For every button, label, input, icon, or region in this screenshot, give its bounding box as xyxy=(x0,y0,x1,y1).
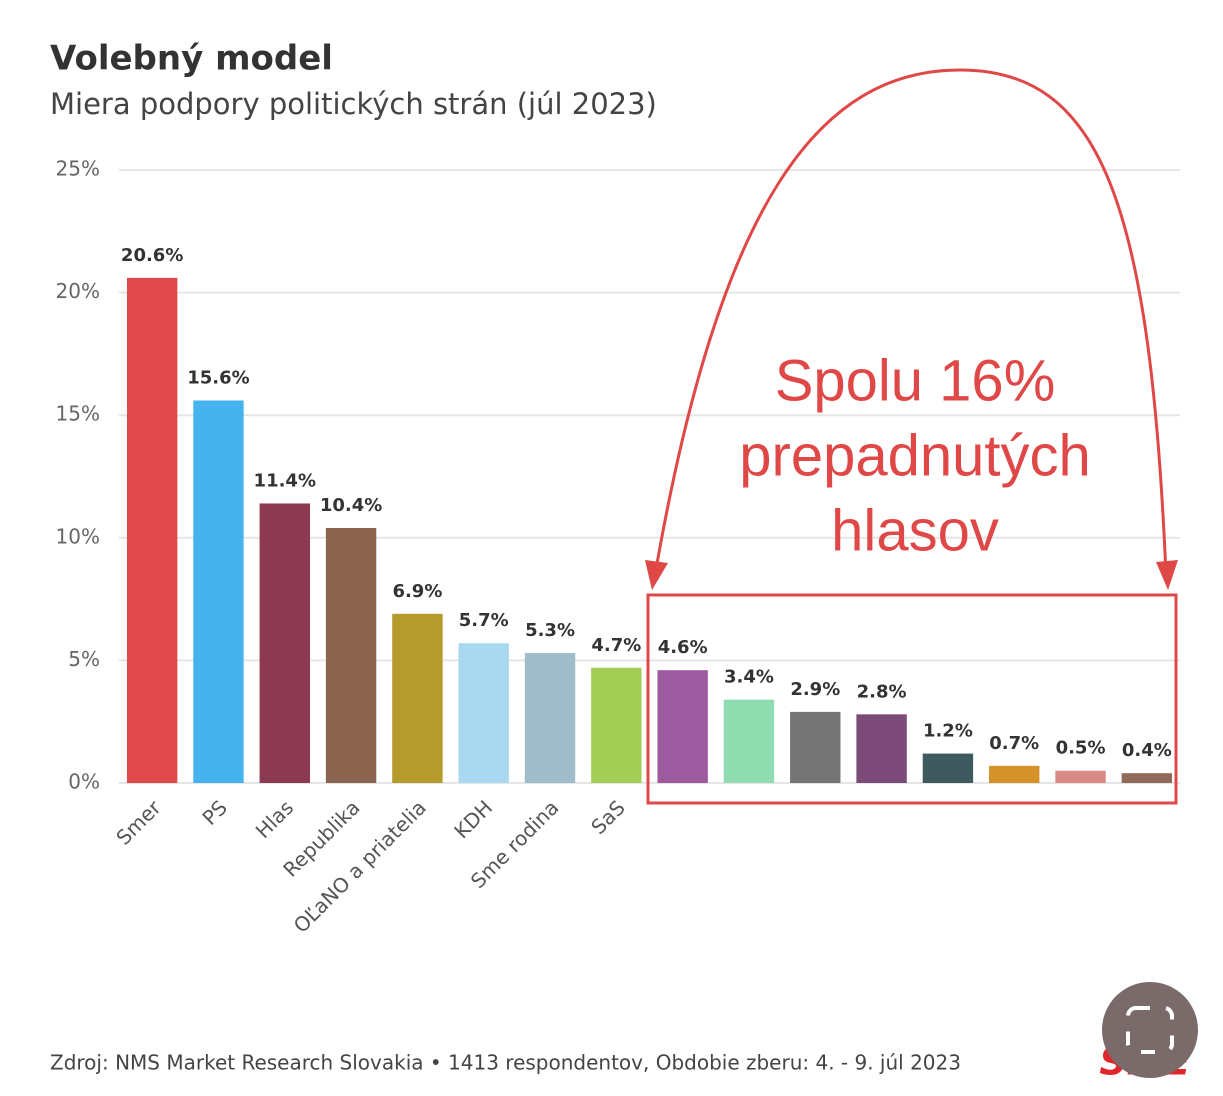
bar xyxy=(458,643,509,783)
y-tick-label: 15% xyxy=(56,402,100,426)
chart-subtitle: Miera podpory politických strán (júl 202… xyxy=(50,87,657,121)
arc xyxy=(653,68,1168,576)
icon-frame xyxy=(1126,1006,1174,1054)
y-tick-label: 20% xyxy=(56,279,100,303)
annotation-text: hlasov xyxy=(831,498,999,563)
bar xyxy=(126,277,178,783)
phone-icon xyxy=(1102,982,1198,1078)
bar xyxy=(989,765,1040,783)
value-label: 6.9% xyxy=(392,581,442,602)
value-label: 11.4% xyxy=(254,470,316,491)
bar xyxy=(325,527,377,783)
value-label: 10.4% xyxy=(320,495,382,516)
value-label: 2.8% xyxy=(857,681,907,702)
value-label: 0.4% xyxy=(1122,740,1172,761)
value-label: 3.4% xyxy=(724,667,774,688)
bar xyxy=(193,400,244,783)
arrowhead xyxy=(1156,560,1178,590)
bar xyxy=(1121,773,1173,783)
icon-circle xyxy=(1102,982,1198,1078)
value-label: 4.7% xyxy=(591,635,641,656)
highlight-box xyxy=(646,593,1178,805)
bar xyxy=(392,613,443,783)
value-label: 5.7% xyxy=(459,610,509,631)
value-label: 20.6% xyxy=(121,245,183,266)
arrowhead xyxy=(645,560,668,590)
value-label: 15.6% xyxy=(187,367,249,388)
bar xyxy=(524,653,576,783)
value-label: 1.2% xyxy=(923,721,973,742)
annotation-text: prepadnutých xyxy=(739,423,1090,488)
bar xyxy=(922,753,974,783)
y-tick-label: 25% xyxy=(56,157,100,181)
annotation-arrow xyxy=(653,68,1168,576)
value-label: 2.9% xyxy=(790,679,840,700)
annotation-text: Spolu 16% xyxy=(775,348,1056,413)
y-tick-label: 0% xyxy=(68,770,100,794)
value-label: 4.6% xyxy=(658,637,708,658)
bar xyxy=(1055,770,1106,783)
y-tick-label: 5% xyxy=(68,647,100,671)
bar xyxy=(856,714,907,783)
y-tick-label: 10% xyxy=(56,524,100,548)
bar xyxy=(591,667,642,783)
value-label: 0.7% xyxy=(989,733,1039,754)
value-label: 5.3% xyxy=(525,620,575,641)
source-note: Zdroj: NMS Market Research Slovakia • 14… xyxy=(50,1051,961,1075)
bar xyxy=(723,699,775,783)
value-label: 0.5% xyxy=(1056,738,1106,759)
bar xyxy=(657,670,708,783)
bar xyxy=(790,711,841,783)
chart-title: Volebný model xyxy=(50,39,333,79)
bar xyxy=(259,503,310,783)
